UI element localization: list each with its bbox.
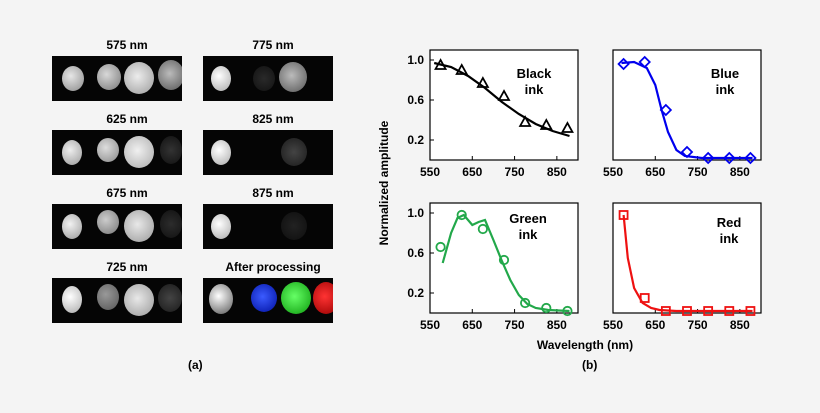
data-point [498, 254, 510, 266]
series-label: ink [720, 231, 740, 246]
data-point [541, 302, 552, 314]
label-after-processing: After processing [225, 260, 321, 274]
data-point [701, 151, 715, 165]
x-tick-label: 850 [730, 318, 750, 332]
data-point [434, 58, 448, 70]
x-tick-label: 650 [645, 318, 665, 332]
y-tick-label: 1.0 [407, 206, 424, 220]
image-strip-825nm [203, 130, 333, 175]
fit-curve [622, 214, 753, 313]
data-point [723, 151, 736, 165]
series-label: Blue [711, 66, 739, 81]
label-825nm: 825 nm [252, 112, 294, 126]
x-tick-label: 550 [420, 165, 440, 179]
series-label: ink [716, 82, 736, 97]
data-point [682, 306, 692, 316]
label-675nm: 675 nm [106, 186, 148, 200]
x-tick-label: 750 [505, 165, 525, 179]
caption-a: (a) [188, 358, 203, 372]
data-point [560, 121, 574, 133]
data-point [455, 63, 469, 75]
data-point [617, 57, 630, 71]
series-label: Green [509, 211, 547, 226]
data-point [680, 145, 694, 159]
x-tick-label: 850 [730, 165, 750, 179]
y-tick-label: 0.2 [407, 286, 424, 300]
image-strip-675nm [52, 204, 182, 249]
data-point [744, 151, 757, 165]
x-tick-label: 650 [462, 318, 482, 332]
data-point [639, 293, 650, 303]
plot-frame [612, 49, 762, 161]
x-tick-label: 750 [505, 318, 525, 332]
data-point [703, 306, 714, 316]
label-775nm: 775 nm [252, 38, 294, 52]
x-tick-label: 550 [603, 165, 623, 179]
data-point [477, 223, 488, 235]
data-point [497, 89, 511, 101]
data-point [476, 76, 490, 88]
label-725nm: 725 nm [106, 260, 148, 274]
data-point [745, 306, 756, 316]
x-tick-label: 650 [645, 165, 665, 179]
label-575nm: 575 nm [106, 38, 148, 52]
caption-b: (b) [582, 358, 598, 372]
data-point [435, 241, 446, 253]
data-point [539, 118, 553, 130]
data-point [724, 306, 735, 316]
image-strip-775nm [203, 56, 333, 101]
series-label: Red [717, 215, 742, 230]
y-tick-label: 1.0 [407, 53, 424, 67]
x-tick-label: 750 [688, 165, 708, 179]
x-tick-label: 750 [688, 318, 708, 332]
x-tick-label: 650 [462, 165, 482, 179]
image-strip-725nm [52, 278, 182, 323]
image-strip-875nm [203, 204, 333, 249]
data-point [562, 305, 573, 317]
x-tick-label: 850 [547, 318, 567, 332]
data-point [456, 209, 467, 221]
x-axis-label: Wavelength (nm) [537, 338, 633, 352]
image-strip-625nm [52, 130, 182, 175]
label-625nm: 625 nm [106, 112, 148, 126]
series-label: Black [517, 66, 552, 81]
y-tick-label: 0.2 [407, 133, 424, 147]
y-axis-label: Normalized amplitude [377, 120, 391, 245]
data-point [618, 210, 629, 220]
data-point [659, 103, 673, 117]
x-tick-label: 550 [603, 318, 623, 332]
x-tick-label: 550 [420, 318, 440, 332]
image-strip-after-processing [203, 278, 333, 323]
series-label: ink [519, 227, 539, 242]
fit-curve [441, 213, 570, 313]
plot-frame [429, 202, 579, 314]
y-tick-label: 0.6 [407, 246, 424, 260]
x-tick-label: 850 [547, 165, 567, 179]
image-strip-575nm [52, 56, 182, 101]
label-875nm: 875 nm [252, 186, 294, 200]
data-point [638, 55, 651, 69]
series-label: ink [525, 82, 545, 97]
data-point [518, 115, 532, 127]
data-point [660, 306, 671, 316]
data-point [520, 297, 531, 309]
y-tick-label: 0.6 [407, 93, 424, 107]
